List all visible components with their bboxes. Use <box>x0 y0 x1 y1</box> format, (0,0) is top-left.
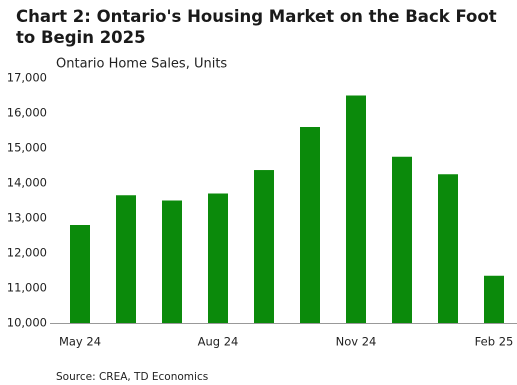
y-tick-label: 13,000 <box>7 211 47 225</box>
bar <box>208 193 228 323</box>
bar <box>484 275 504 323</box>
x-tick-label: May 24 <box>59 335 101 349</box>
source: Source: CREA, TD Economics <box>56 371 208 383</box>
x-tick-label: Nov 24 <box>336 335 377 349</box>
bar <box>70 225 90 323</box>
bar <box>438 174 458 323</box>
chart-title: Chart 2: Ontario's Housing Market on the… <box>16 7 497 47</box>
chart-subtitle: Ontario Home Sales, Units <box>56 57 227 72</box>
bar <box>300 127 320 323</box>
y-tick-label: 14,000 <box>7 176 47 190</box>
x-tick-label: Feb 25 <box>475 335 514 349</box>
bar <box>346 95 366 323</box>
y-tick-label: 12,000 <box>7 246 47 260</box>
bar <box>392 156 412 323</box>
y-tick-label: 10,000 <box>7 316 47 330</box>
y-tick-label: 16,000 <box>7 106 47 120</box>
x-tick-label: Aug 24 <box>198 335 239 349</box>
bar <box>116 195 136 323</box>
y-tick-label: 17,000 <box>7 71 47 85</box>
y-tick-label: 11,000 <box>7 281 47 295</box>
bar <box>162 200 182 323</box>
bar <box>254 170 274 323</box>
y-tick-label: 15,000 <box>7 141 47 155</box>
